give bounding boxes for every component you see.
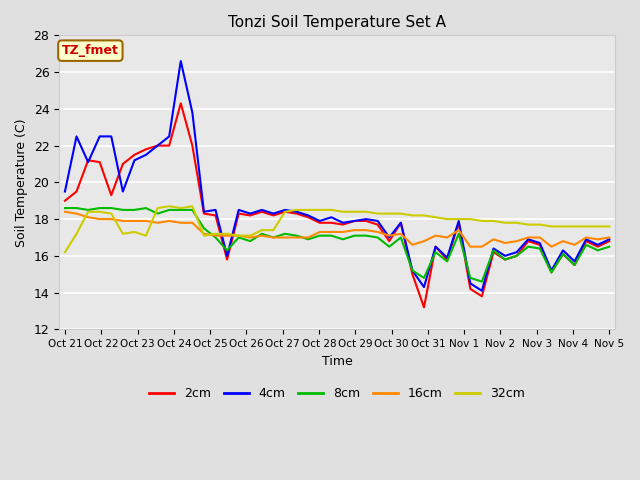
Title: Tonzi Soil Temperature Set A: Tonzi Soil Temperature Set A bbox=[228, 15, 446, 30]
Legend: 2cm, 4cm, 8cm, 16cm, 32cm: 2cm, 4cm, 8cm, 16cm, 32cm bbox=[144, 383, 530, 406]
Y-axis label: Soil Temperature (C): Soil Temperature (C) bbox=[15, 118, 28, 247]
Text: TZ_fmet: TZ_fmet bbox=[62, 44, 119, 57]
X-axis label: Time: Time bbox=[322, 355, 353, 368]
